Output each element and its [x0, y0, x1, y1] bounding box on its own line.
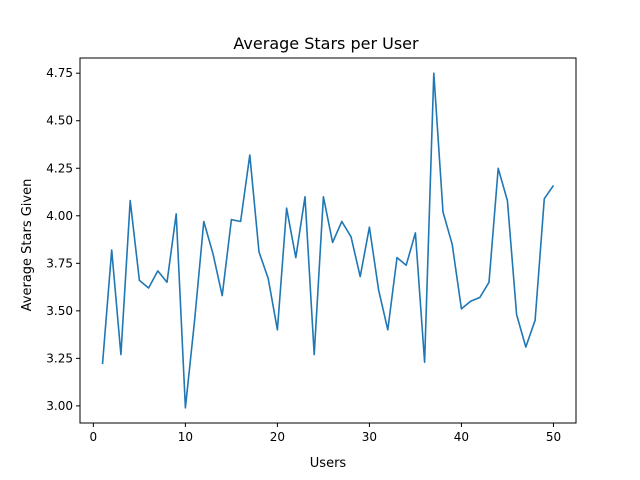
y-tick-label: 4.25 — [46, 161, 73, 175]
chart-title: Average Stars per User — [233, 34, 419, 53]
y-tick-label: 3.75 — [46, 256, 73, 270]
y-tick-label: 3.25 — [46, 351, 73, 365]
y-tick-label: 3.00 — [46, 399, 73, 413]
x-tick-label: 10 — [178, 430, 193, 444]
y-tick-label: 4.00 — [46, 209, 73, 223]
x-tick-label: 0 — [90, 430, 98, 444]
x-tick-label: 50 — [546, 430, 561, 444]
plot-frame — [79, 57, 577, 424]
y-tick-label: 4.75 — [46, 66, 73, 80]
x-axis-label: Users — [310, 456, 347, 471]
y-tick-label: 4.50 — [46, 114, 73, 128]
x-tick-label: 20 — [270, 430, 285, 444]
y-tick-label: 3.50 — [46, 304, 73, 318]
series-line — [101, 72, 555, 409]
x-tick-label: 30 — [362, 430, 377, 444]
y-axis-label: Average Stars Given — [20, 179, 35, 312]
x-tick-label: 40 — [454, 430, 469, 444]
